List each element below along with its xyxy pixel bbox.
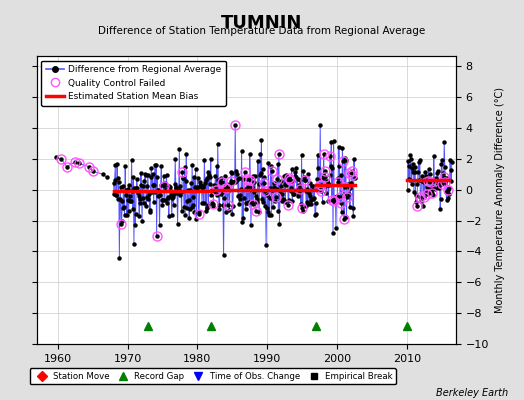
Text: Difference of Station Temperature Data from Regional Average: Difference of Station Temperature Data f… <box>99 26 425 36</box>
Y-axis label: Monthly Temperature Anomaly Difference (°C): Monthly Temperature Anomaly Difference (… <box>495 87 505 313</box>
Text: Berkeley Earth: Berkeley Earth <box>436 388 508 398</box>
Legend: Station Move, Record Gap, Time of Obs. Change, Empirical Break: Station Move, Record Gap, Time of Obs. C… <box>30 368 396 384</box>
Text: TUMNIN: TUMNIN <box>221 14 303 32</box>
